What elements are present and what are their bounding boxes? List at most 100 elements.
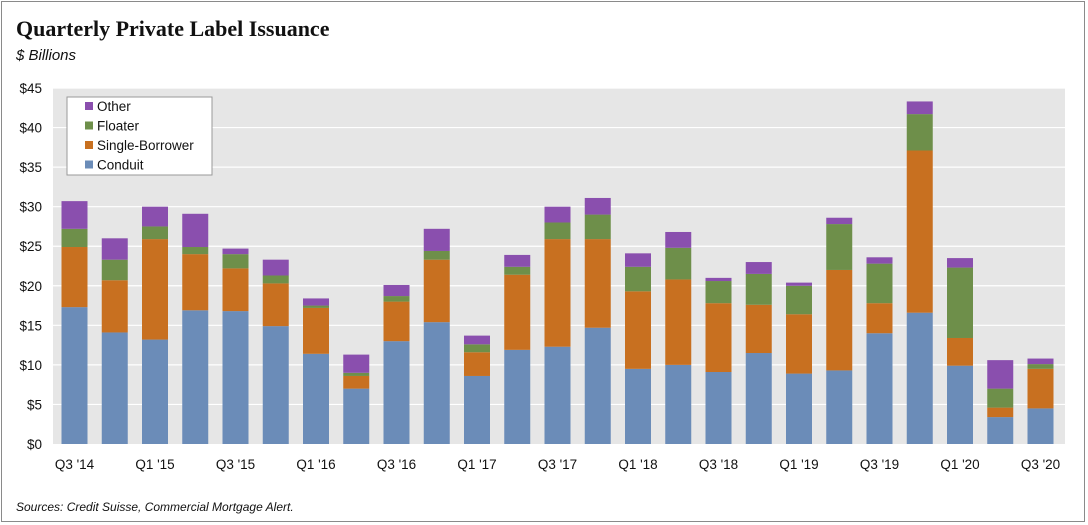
y-tick-label: $5 xyxy=(27,397,42,412)
bar-segment-other xyxy=(584,197,611,215)
bar-segment-conduit xyxy=(987,417,1014,444)
bar-segment-other xyxy=(464,335,490,345)
legend-swatch xyxy=(85,141,93,149)
x-tick-label: Q1 '15 xyxy=(135,457,174,472)
bar-segment-floater xyxy=(464,344,490,353)
bar-segment-conduit xyxy=(786,373,812,444)
bar-segment-floater xyxy=(544,222,571,240)
bar-segment-floater xyxy=(947,267,973,338)
bar-segment-single-borrower xyxy=(786,314,812,374)
bar-segment-other xyxy=(61,201,88,229)
bar-segment-other xyxy=(866,257,893,264)
bar-segment-floater xyxy=(142,226,168,240)
bar-segment-single-borrower xyxy=(584,239,611,328)
bar-segment-single-borrower xyxy=(464,352,490,376)
x-tick-label: Q1 '16 xyxy=(296,457,335,472)
x-tick-label: Q1 '17 xyxy=(457,457,496,472)
bar-segment-single-borrower xyxy=(665,279,692,365)
bar-segment-floater xyxy=(786,285,812,315)
bar-segment-other xyxy=(303,298,329,306)
bar-segment-floater xyxy=(866,263,893,304)
bar-segment-conduit xyxy=(423,322,450,444)
bar-segment-single-borrower xyxy=(383,301,410,342)
x-tick-label: Q3 '14 xyxy=(55,457,95,472)
bar-segment-single-borrower xyxy=(222,268,249,312)
bar-segment-floater xyxy=(504,266,531,275)
x-tick-label: Q3 '17 xyxy=(538,457,577,472)
legend-swatch xyxy=(85,121,93,130)
legend-label: Conduit xyxy=(97,158,144,173)
chart-subtitle: $ Billions xyxy=(16,47,77,64)
bar-segment-single-borrower xyxy=(423,259,450,323)
bar-segment-single-borrower xyxy=(504,274,531,350)
bar-segment-single-borrower xyxy=(343,375,370,389)
legend-swatch xyxy=(85,160,93,169)
bar-segment-floater xyxy=(705,281,732,304)
x-tick-label: Q1 '19 xyxy=(779,457,818,472)
bar-segment-other xyxy=(142,206,168,227)
x-axis-labels: Q3 '14 Q1 '15 Q3 '15 Q1 '16 Q3 '16 Q1 '17 Q3 '… xyxy=(55,457,1060,472)
bar-segment-floater xyxy=(222,254,249,269)
bar-segment-conduit xyxy=(182,310,209,444)
bar-segment-single-borrower xyxy=(101,280,128,333)
bar-segment-single-borrower xyxy=(625,291,651,369)
y-tick-label: $45 xyxy=(19,81,42,96)
legend-label: Other xyxy=(97,99,131,114)
y-tick-label: $10 xyxy=(19,358,42,373)
legend-label: Single-Borrower xyxy=(97,138,194,153)
bar-segment-other xyxy=(423,228,450,251)
bar-segment-other xyxy=(504,254,531,267)
bar-segment-conduit xyxy=(866,333,893,444)
bar-segment-conduit xyxy=(61,307,88,444)
bar-segment-conduit xyxy=(544,346,571,444)
y-tick-label: $35 xyxy=(19,160,42,175)
bar-segment-conduit xyxy=(1027,408,1054,444)
bar-segment-other xyxy=(745,262,772,274)
bar-segment-conduit xyxy=(262,326,289,444)
bar-segment-single-borrower xyxy=(906,150,933,313)
y-tick-label: $15 xyxy=(19,318,42,333)
bar-segment-single-borrower xyxy=(61,247,88,308)
legend-swatch xyxy=(85,102,93,110)
bar-segment-single-borrower xyxy=(1027,368,1054,409)
bar-segment-other xyxy=(544,206,571,223)
bar-segment-single-borrower xyxy=(262,283,289,327)
bar-segment-other xyxy=(383,284,410,297)
bar-segment-other xyxy=(826,217,853,225)
bar-segment-floater xyxy=(987,388,1014,408)
y-tick-label: $20 xyxy=(19,279,42,294)
bar-segment-conduit xyxy=(383,341,410,444)
bar-segment-floater xyxy=(665,247,692,280)
bar-segment-single-borrower xyxy=(182,254,209,311)
bar-segment-other xyxy=(987,360,1014,389)
bar-segment-conduit xyxy=(222,311,249,444)
bars-group xyxy=(61,101,1054,444)
y-tick-label: $25 xyxy=(19,239,42,254)
bar-segment-single-borrower xyxy=(987,407,1014,418)
bar-segment-single-borrower xyxy=(947,337,973,366)
bar-segment-conduit xyxy=(906,312,933,444)
bar-segment-other xyxy=(786,282,812,286)
bar-segment-conduit xyxy=(947,365,973,444)
bar-segment-other xyxy=(1027,358,1054,365)
bar-segment-single-borrower xyxy=(544,239,571,347)
y-tick-label: $30 xyxy=(19,200,42,215)
bar-segment-other xyxy=(665,231,692,248)
source-note: Sources: Credit Suisse, Commercial Mortg… xyxy=(16,500,294,514)
bar-segment-floater xyxy=(61,228,88,248)
bar-segment-other xyxy=(625,253,651,267)
x-tick-label: Q3 '19 xyxy=(860,457,899,472)
bar-segment-other xyxy=(705,277,732,282)
bar-segment-single-borrower xyxy=(826,269,853,371)
bar-segment-floater xyxy=(625,266,651,292)
bar-segment-floater xyxy=(262,275,289,284)
legend-label: Floater xyxy=(97,119,140,134)
bar-segment-floater xyxy=(101,259,128,281)
x-tick-label: Q1 '18 xyxy=(618,457,657,472)
legend: Other Floater Single-Borrower Conduit xyxy=(66,96,213,176)
bar-segment-floater xyxy=(906,114,933,151)
bar-segment-conduit xyxy=(625,368,651,444)
bar-segment-floater xyxy=(1027,364,1054,369)
bar-segment-single-borrower xyxy=(866,303,893,334)
